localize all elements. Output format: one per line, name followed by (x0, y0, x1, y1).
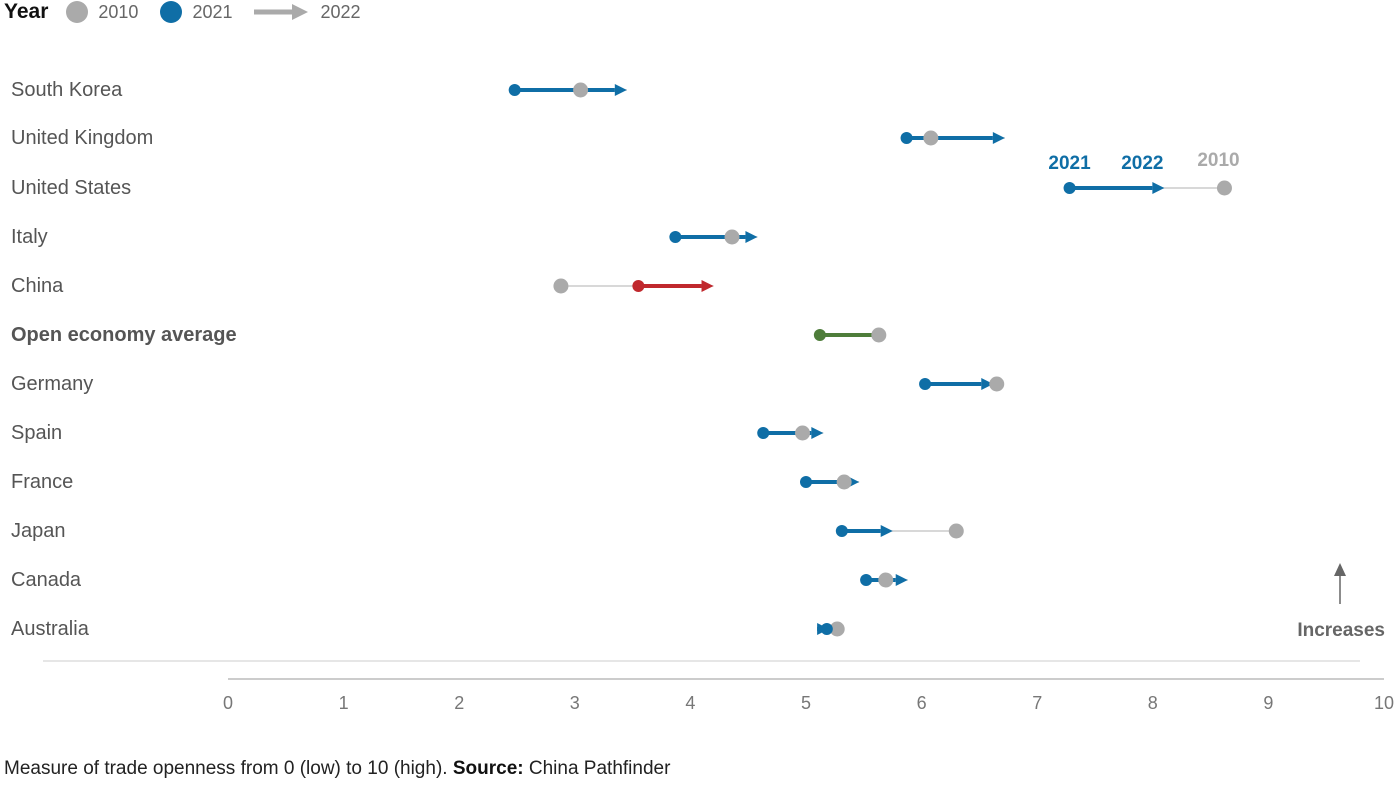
caption-source-label: Source: (452, 758, 524, 779)
legend-label-2022: 2022 (320, 1, 361, 22)
row-label-france: France (11, 471, 73, 493)
caption: Measure of trade openness from 0 (low) t… (4, 758, 670, 780)
legend-title: Year (4, 0, 49, 23)
x-tick-label: 8 (1148, 693, 1158, 713)
caption-source: China Pathfinder (528, 758, 671, 779)
point-2021-australia (820, 623, 833, 635)
arrow-2022-spain (811, 427, 824, 439)
x-tick-label: 3 (570, 693, 580, 713)
point-2010-china (553, 278, 569, 294)
x-tick-label: 9 (1263, 693, 1273, 713)
x-tick-label: 5 (801, 693, 811, 713)
point-2010-japan (948, 523, 964, 539)
caption-text: Measure of trade openness from 0 (low) t… (4, 758, 448, 779)
point-2021-germany (919, 378, 932, 390)
x-tick-label: 7 (1032, 693, 1042, 713)
point-2010-canada (878, 572, 894, 588)
dumbbell-chart: 0 1 2 3 4 5 6 7 8 9 10 South Korea United Kingdom Uni… (11, 79, 1394, 713)
legend-dot-2021-icon (160, 1, 183, 23)
increases-arrow-icon (1334, 563, 1346, 576)
point-2010-italy (724, 229, 740, 245)
x-tick-label: 0 (223, 693, 233, 713)
point-2021-open-economy-average (813, 329, 826, 341)
point-2010-australia (829, 621, 845, 637)
row-label-japan: Japan (11, 520, 66, 542)
arrow-2022-united-states (1152, 182, 1165, 194)
point-2021-united-kingdom (900, 132, 913, 144)
row-label-united-states: United States (11, 177, 131, 199)
row-label-canada: Canada (11, 569, 82, 591)
point-2010-south-korea (573, 82, 589, 98)
point-2021-canada (860, 574, 873, 586)
point-2021-france (800, 476, 812, 488)
row-label-italy: Italy (11, 226, 48, 248)
row-label-australia: Australia (11, 618, 90, 640)
point-2010-united-kingdom (923, 130, 939, 146)
point-2010-france (836, 474, 852, 490)
row-label-south-korea: South Korea (11, 79, 123, 101)
point-2021-united-states (1063, 182, 1076, 194)
arrow-2022-south-korea (614, 84, 627, 96)
point-2010-united-states (1216, 180, 1232, 196)
callout-2021: 2021 (1048, 153, 1091, 174)
legend-item-2021: 2021 (160, 1, 232, 23)
point-2010-spain (795, 425, 811, 441)
x-tick-label: 10 (1374, 693, 1394, 713)
x-tick-label: 2 (454, 693, 464, 713)
x-tick-label: 6 (917, 693, 927, 713)
legend-arrow-2022-icon (254, 4, 309, 20)
increases-annotation: Increases (1297, 620, 1385, 641)
x-tick-label: 1 (339, 693, 349, 713)
row-label-united-kingdom: United Kingdom (11, 127, 153, 149)
arrow-2022-japan (880, 525, 893, 537)
row-label-germany: Germany (11, 373, 93, 395)
row-label-china: China (11, 275, 64, 297)
arrow-2022-united-kingdom (992, 132, 1005, 144)
legend-item-2022: 2022 (254, 1, 361, 23)
arrow-2022-italy (745, 231, 758, 243)
arrow-2022-china (701, 280, 714, 292)
legend-label-2021: 2021 (192, 1, 233, 22)
legend-label-2010: 2010 (98, 1, 139, 22)
point-2021-south-korea (508, 84, 521, 96)
legend-dot-2010-icon (66, 1, 89, 23)
legend: Year 2010 2021 2022 (4, 0, 383, 24)
point-2021-spain (757, 427, 770, 439)
arrow-2022-germany (981, 378, 994, 390)
row-label-spain: Spain (11, 422, 62, 444)
x-tick-label: 4 (685, 693, 695, 713)
callout-2010: 2010 (1197, 150, 1239, 171)
point-2010-open-economy-average (871, 327, 887, 343)
point-2021-italy (669, 231, 682, 243)
callout-2022: 2022 (1121, 153, 1163, 174)
legend-item-2010: 2010 (66, 1, 138, 23)
point-2010-germany (989, 376, 1005, 392)
row-label-open-economy-average: Open economy average (11, 324, 237, 346)
arrow-2022-canada (895, 574, 908, 586)
point-2021-china (632, 280, 645, 292)
point-2021-japan (835, 525, 848, 537)
